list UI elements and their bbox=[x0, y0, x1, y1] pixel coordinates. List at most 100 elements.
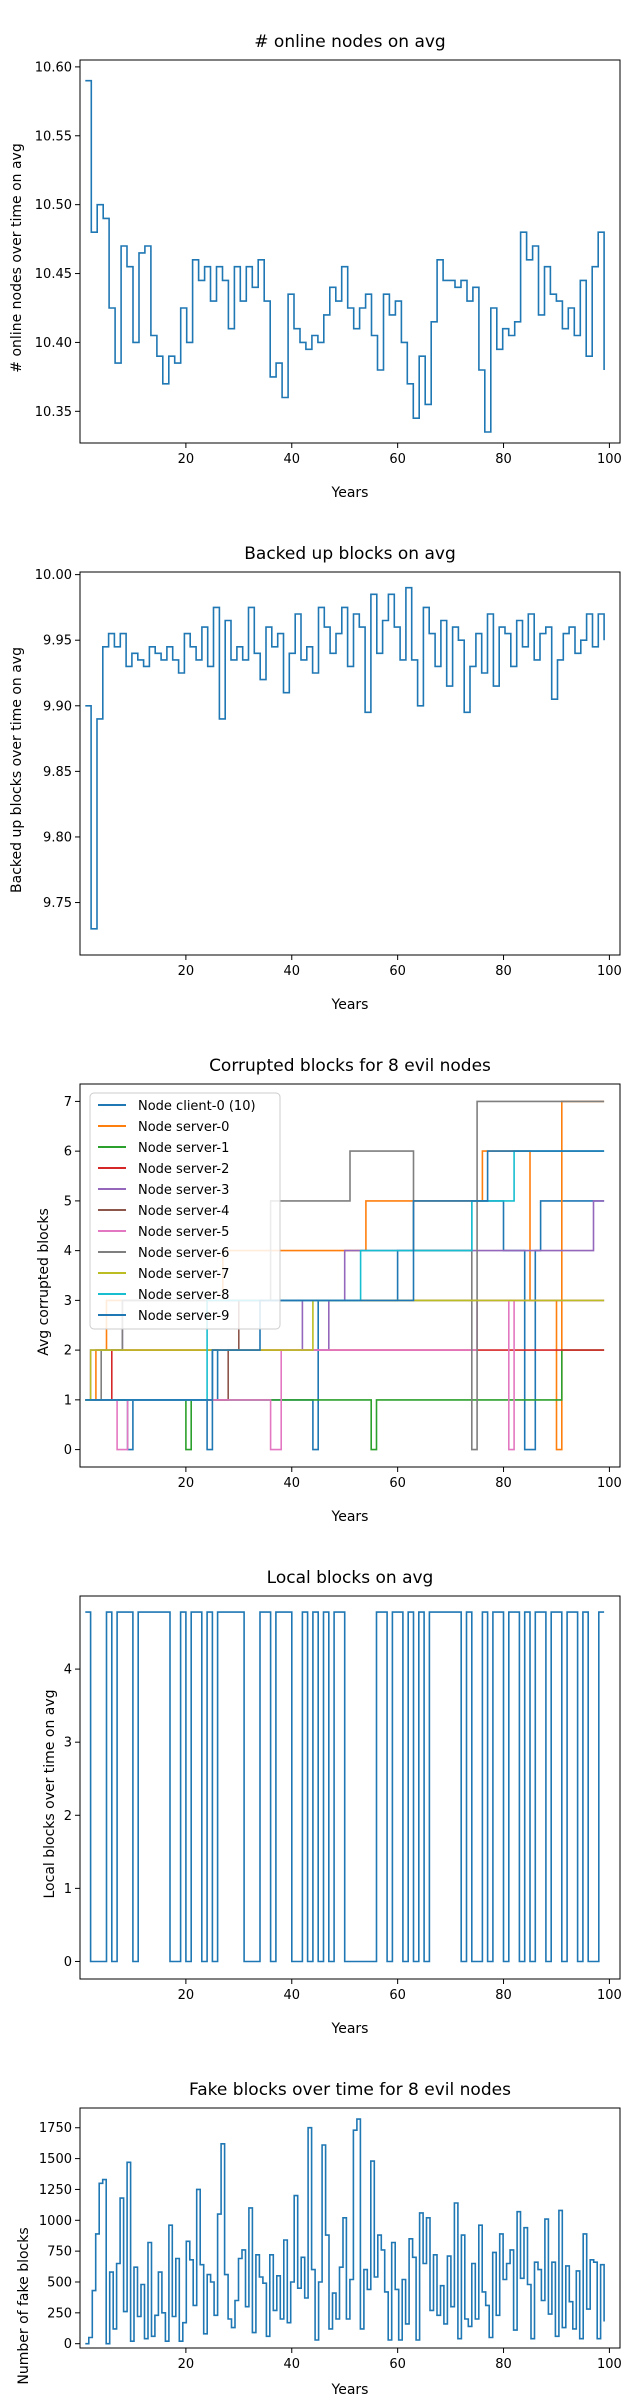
legend-label-server-3: Node server-3 bbox=[138, 1183, 229, 1198]
y-tick-label: 1 bbox=[64, 1882, 72, 1897]
y-axis-label: Number of fake blocks bbox=[16, 2227, 32, 2384]
x-tick-label: 60 bbox=[389, 964, 406, 979]
x-tick-label: 60 bbox=[389, 2357, 406, 2372]
y-axis-label: Avg corrupted blocks bbox=[36, 1208, 52, 1356]
series-line-6 bbox=[85, 1299, 605, 1451]
y-tick-label: 0 bbox=[64, 1955, 72, 1970]
legend-label-client-0: Node client-0 (10) bbox=[138, 1099, 256, 1114]
x-tick-label: 40 bbox=[283, 1476, 300, 1491]
y-tick-label: 9.75 bbox=[43, 896, 72, 911]
x-tick-label: 80 bbox=[495, 1476, 512, 1491]
x-tick-label: 40 bbox=[283, 2357, 300, 2372]
x-tick-label: 40 bbox=[283, 452, 300, 467]
y-tick-label: 3 bbox=[64, 1294, 72, 1309]
chart-title: Backed up blocks on avg bbox=[244, 544, 456, 564]
x-tick-label: 100 bbox=[597, 1476, 622, 1491]
series-line-0 bbox=[85, 2118, 605, 2345]
y-tick-label: 10.50 bbox=[35, 198, 72, 213]
y-tick-label: 4 bbox=[64, 1244, 72, 1259]
x-tick-label: 100 bbox=[597, 1988, 622, 2003]
y-tick-label: 5 bbox=[64, 1194, 72, 1209]
x-tick-label: 100 bbox=[597, 964, 622, 979]
legend-label-server-0: Node server-0 bbox=[138, 1120, 229, 1135]
y-tick-label: 10.55 bbox=[35, 129, 72, 144]
legend-label-server-2: Node server-2 bbox=[138, 1162, 229, 1177]
x-tick-label: 20 bbox=[178, 964, 195, 979]
legend-label-server-6: Node server-6 bbox=[138, 1246, 229, 1261]
y-tick-label: 1000 bbox=[39, 2214, 72, 2229]
y-tick-label: 2 bbox=[64, 1344, 72, 1359]
plot-frame bbox=[79, 571, 621, 956]
y-tick-label: 1750 bbox=[39, 2121, 72, 2136]
y-tick-label: 9.80 bbox=[43, 830, 72, 845]
y-tick-label: 500 bbox=[47, 2275, 72, 2290]
y-tick-label: 1500 bbox=[39, 2152, 72, 2167]
y-tick-label: 9.85 bbox=[43, 765, 72, 780]
x-tick-label: 100 bbox=[597, 452, 622, 467]
x-tick-label: 40 bbox=[283, 1988, 300, 2003]
series-line-0 bbox=[85, 1611, 605, 1963]
legend-box bbox=[89, 1092, 281, 1330]
x-tick-label: 80 bbox=[495, 2357, 512, 2372]
y-tick-label: 9.95 bbox=[43, 634, 72, 649]
x-tick-label: 80 bbox=[495, 964, 512, 979]
x-axis-label: Years bbox=[331, 485, 369, 501]
y-tick-label: 10.60 bbox=[35, 60, 72, 75]
plot-frame bbox=[79, 2107, 621, 2349]
legend-label-server-7: Node server-7 bbox=[138, 1267, 229, 1282]
x-axis-label: Years bbox=[331, 2021, 369, 2037]
x-axis-label: Years bbox=[331, 997, 369, 1013]
chart-title: # online nodes on avg bbox=[254, 32, 445, 52]
series-line-0 bbox=[85, 586, 605, 930]
plot-frame bbox=[79, 59, 621, 444]
x-tick-label: 20 bbox=[178, 2357, 195, 2372]
y-tick-label: 10.00 bbox=[35, 568, 72, 583]
chart-title: Local blocks on avg bbox=[267, 1568, 434, 1588]
legend-label-server-1: Node server-1 bbox=[138, 1141, 229, 1156]
y-tick-label: 9.90 bbox=[43, 699, 72, 714]
y-tick-label: 1 bbox=[64, 1393, 72, 1408]
legend-label-server-5: Node server-5 bbox=[138, 1225, 229, 1240]
y-tick-label: 1250 bbox=[39, 2183, 72, 2198]
y-axis-label: Local blocks over time on avg bbox=[42, 1689, 58, 1898]
y-tick-label: 10.35 bbox=[35, 405, 72, 420]
x-axis-label: Years bbox=[331, 2382, 369, 2398]
y-tick-label: 4 bbox=[64, 1663, 72, 1678]
legend: Node client-0 (10) Node server-0 Node se… bbox=[89, 1092, 281, 1330]
series-line-2 bbox=[85, 1349, 605, 1451]
y-tick-label: 10.40 bbox=[35, 336, 72, 351]
x-tick-label: 40 bbox=[283, 964, 300, 979]
y-tick-label: 6 bbox=[64, 1145, 72, 1160]
x-tick-label: 60 bbox=[389, 1476, 406, 1491]
y-tick-label: 0 bbox=[64, 1443, 72, 1458]
x-tick-label: 60 bbox=[389, 1988, 406, 2003]
y-tick-label: 2 bbox=[64, 1809, 72, 1824]
plot-frame bbox=[79, 1083, 621, 1468]
x-tick-label: 60 bbox=[389, 452, 406, 467]
x-tick-label: 20 bbox=[178, 1476, 195, 1491]
chart-title: Corrupted blocks for 8 evil nodes bbox=[209, 1056, 491, 1076]
chart-fake-blocks: Fake blocks over time for 8 evil nodes Y… bbox=[16, 2080, 622, 2398]
series-line-10 bbox=[85, 1150, 605, 1401]
legend-label-server-9: Node server-9 bbox=[138, 1309, 229, 1324]
x-tick-label: 80 bbox=[495, 1988, 512, 2003]
y-tick-label: 0 bbox=[64, 2337, 72, 2352]
series-line-0 bbox=[85, 79, 605, 433]
chart-online-nodes: # online nodes on avg Years # online nod… bbox=[9, 32, 622, 501]
y-axis-label: Backed up blocks over time on avg bbox=[9, 647, 25, 893]
x-tick-label: 80 bbox=[495, 452, 512, 467]
series-line-9 bbox=[85, 1150, 605, 1401]
y-axis-label: # online nodes over time on avg bbox=[9, 143, 25, 372]
x-tick-label: 20 bbox=[178, 1988, 195, 2003]
plot-frame bbox=[79, 1595, 621, 1980]
y-tick-label: 7 bbox=[64, 1095, 72, 1110]
chart-corrupted-blocks: Corrupted blocks for 8 evil nodes Years … bbox=[36, 1056, 622, 1525]
chart-local-blocks: Local blocks on avg Years Local blocks o… bbox=[42, 1568, 622, 2037]
y-tick-label: 10.45 bbox=[35, 267, 72, 282]
y-tick-label: 3 bbox=[64, 1736, 72, 1751]
legend-label-server-8: Node server-8 bbox=[138, 1288, 229, 1303]
x-tick-label: 100 bbox=[597, 2357, 622, 2372]
y-tick-label: 250 bbox=[47, 2306, 72, 2321]
x-axis-label: Years bbox=[331, 1509, 369, 1525]
